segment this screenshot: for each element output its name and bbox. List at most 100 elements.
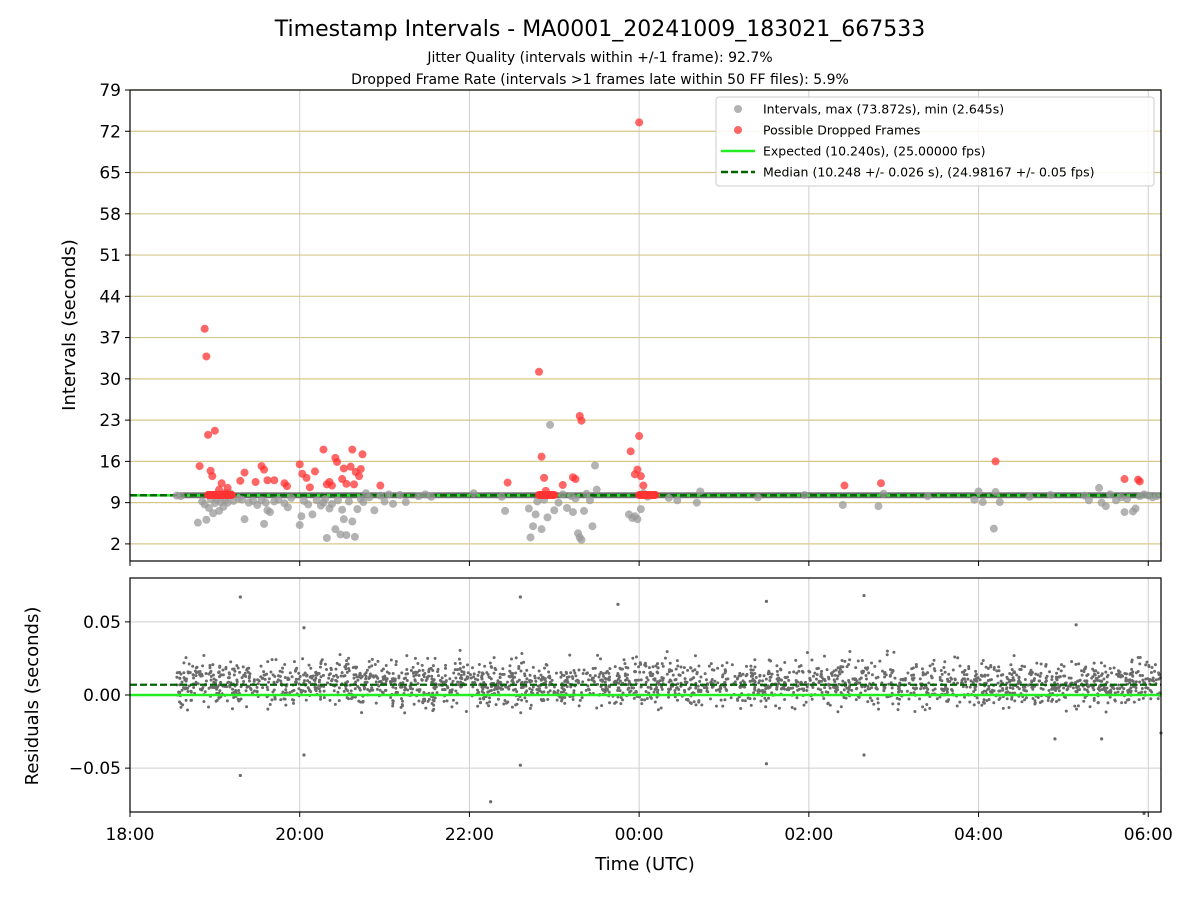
residual-point [403, 688, 407, 692]
residual-point [577, 704, 581, 708]
dropped-frame-point [635, 432, 644, 441]
residual-point [554, 671, 558, 675]
residual-point [950, 689, 954, 693]
residual-point [451, 698, 455, 702]
residual-point [1041, 687, 1045, 691]
residual-point [415, 688, 419, 692]
interval-point [308, 510, 317, 519]
residual-point [738, 671, 742, 675]
residual-point [822, 654, 826, 658]
residual-point [676, 664, 680, 668]
interval-point [359, 498, 368, 507]
residual-point [806, 683, 810, 687]
residual-point [713, 679, 717, 683]
residual-point [1015, 673, 1019, 677]
dropped-frame-point [577, 416, 586, 425]
residual-point [344, 687, 348, 691]
residual-point [326, 681, 330, 685]
residual-point [472, 672, 476, 676]
residual-point [1050, 675, 1054, 679]
residual-point [198, 672, 202, 676]
residual-point [519, 669, 523, 673]
residual-point [217, 671, 221, 675]
residual-point [1124, 700, 1128, 704]
residual-point [984, 665, 988, 669]
residual-point [754, 675, 758, 679]
residual-point [1124, 676, 1128, 680]
residual-point [297, 687, 301, 691]
residual-point [838, 672, 842, 676]
residual-point [535, 687, 539, 691]
residual-point [694, 686, 698, 690]
residual-point [1112, 687, 1116, 691]
interval-point [321, 495, 330, 504]
interval-point [838, 500, 847, 509]
dropped-frame-point [633, 465, 642, 474]
residual-point [397, 674, 401, 678]
residual-point [448, 677, 452, 681]
residual-point [751, 668, 755, 672]
residual-point [791, 686, 795, 690]
residual-point [750, 672, 754, 676]
residual-point [656, 671, 660, 675]
interval-point [339, 515, 348, 524]
residual-point [432, 686, 436, 690]
residual-point [444, 663, 448, 667]
residual-point [980, 662, 984, 666]
residual-point [1083, 687, 1087, 691]
residual-point [391, 701, 395, 705]
residual-point [437, 674, 441, 678]
residual-point [185, 686, 189, 690]
residual-point [888, 668, 892, 672]
residual-point [503, 698, 507, 702]
residual-point [539, 697, 543, 701]
residual-point [544, 685, 548, 689]
residual-point [577, 681, 581, 685]
residual-point [195, 665, 199, 669]
residual-point [930, 676, 934, 680]
residual-point [783, 698, 787, 702]
residual-point [279, 698, 283, 702]
interval-point [202, 515, 211, 524]
residual-point [1106, 701, 1110, 705]
residual-point [389, 696, 393, 700]
residual-point [987, 698, 991, 702]
residual-point [932, 667, 936, 671]
residual-point [377, 680, 381, 684]
residual-point [359, 676, 363, 680]
residual-point [676, 698, 680, 702]
residual-point [1017, 687, 1021, 691]
residual-point [290, 675, 294, 679]
residual-point [1070, 660, 1074, 664]
interval-point [338, 505, 347, 514]
interval-point [1101, 502, 1110, 511]
residual-point [547, 670, 551, 674]
residual-point [855, 679, 859, 683]
residual-point [253, 689, 257, 693]
residual-point [923, 708, 927, 712]
residual-point [404, 672, 408, 676]
residual-point [486, 686, 490, 690]
residual-point [837, 682, 841, 686]
residual-point [580, 696, 584, 700]
residual-point [515, 680, 519, 684]
residual-point [297, 682, 301, 686]
interval-point [380, 497, 389, 506]
residual-point [1153, 669, 1157, 673]
residual-point [1026, 683, 1030, 687]
residual-point [977, 700, 981, 704]
residual-point [427, 674, 431, 678]
residual-point [570, 675, 574, 679]
residual-point [825, 668, 829, 672]
residual-point [226, 681, 230, 685]
residual-point [189, 689, 193, 693]
residual-point [231, 667, 235, 671]
residual-point [792, 691, 796, 695]
residual-point [509, 657, 513, 661]
residual-point [604, 685, 608, 689]
residual-point [431, 664, 435, 668]
residual-point [394, 686, 398, 690]
interval-point [238, 495, 247, 504]
residual-point [996, 681, 1000, 685]
residual-point [380, 669, 384, 673]
